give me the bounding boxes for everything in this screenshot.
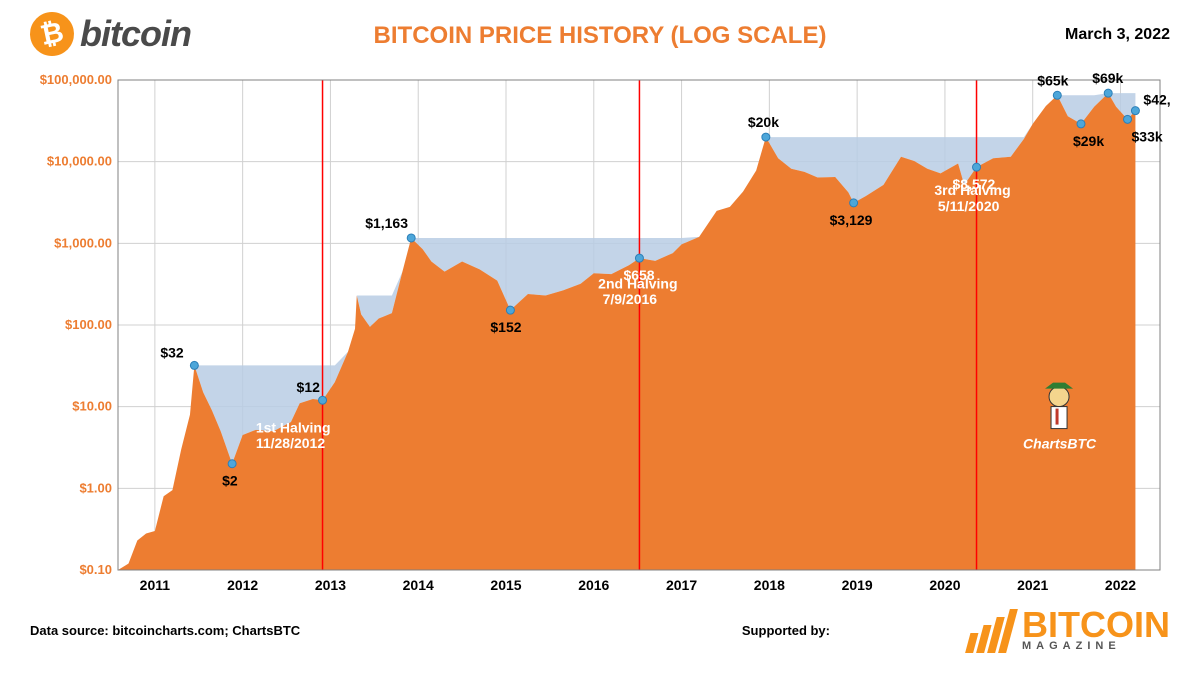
svg-text:2nd Halving: 2nd Halving <box>598 275 677 291</box>
svg-text:$10,000.00: $10,000.00 <box>47 154 112 169</box>
svg-text:$32: $32 <box>160 344 184 360</box>
chart-date: March 3, 2022 <box>1065 26 1170 44</box>
svg-text:1st Halving: 1st Halving <box>256 420 331 436</box>
svg-text:2014: 2014 <box>403 577 434 593</box>
svg-text:$29k: $29k <box>1073 133 1104 149</box>
chart-svg: $0.10 $1.00 $10.00 $100.00 $1,000.00 $10,000.… <box>30 70 1170 605</box>
svg-text:$1,163: $1,163 <box>365 215 408 231</box>
svg-text:$1,000.00: $1,000.00 <box>54 235 112 250</box>
svg-text:$152: $152 <box>490 319 521 335</box>
magazine-bars-icon <box>965 609 1018 653</box>
svg-text:$1.00: $1.00 <box>79 480 112 495</box>
svg-text:2015: 2015 <box>490 577 521 593</box>
header: ₿ bitcoin BITCOIN PRICE HISTORY (LOG SCA… <box>0 8 1200 58</box>
svg-text:2012: 2012 <box>227 577 258 593</box>
supported-by-label: Supported by: <box>742 623 830 638</box>
svg-text:$20k: $20k <box>748 114 779 130</box>
svg-text:2020: 2020 <box>929 577 960 593</box>
svg-text:$12: $12 <box>297 379 321 395</box>
svg-text:2011: 2011 <box>140 577 171 593</box>
svg-text:$33k: $33k <box>1132 128 1163 144</box>
svg-text:$65k: $65k <box>1037 72 1068 88</box>
svg-text:ChartsBTC: ChartsBTC <box>1023 436 1097 452</box>
svg-text:$100,000.00: $100,000.00 <box>40 72 112 87</box>
svg-text:$100.00: $100.00 <box>65 317 112 332</box>
svg-text:3rd Halving: 3rd Halving <box>934 182 1010 198</box>
svg-text:2018: 2018 <box>754 577 785 593</box>
svg-text:2017: 2017 <box>666 577 697 593</box>
svg-text:$10.00: $10.00 <box>72 399 112 414</box>
svg-text:11/28/2012: 11/28/2012 <box>256 435 326 451</box>
chart-title: BITCOIN PRICE HISTORY (LOG SCALE) <box>0 22 1200 50</box>
svg-text:7/9/2016: 7/9/2016 <box>603 291 658 307</box>
svg-text:$42,127: $42,127 <box>1143 92 1170 108</box>
svg-text:2013: 2013 <box>315 577 346 593</box>
svg-text:$0.10: $0.10 <box>79 562 112 577</box>
data-source-label: Data source: bitcoincharts.com; ChartsBT… <box>30 623 300 638</box>
svg-text:2022: 2022 <box>1105 577 1136 593</box>
svg-text:$2: $2 <box>222 473 238 489</box>
svg-text:$69k: $69k <box>1092 70 1123 86</box>
bitcoin-magazine-logo: BITCOIN MAGAZINE <box>971 609 1170 653</box>
svg-text:$3,129: $3,129 <box>830 212 873 228</box>
price-chart: $0.10 $1.00 $10.00 $100.00 $1,000.00 $10,000.… <box>30 70 1170 605</box>
svg-text:2021: 2021 <box>1017 577 1048 593</box>
footer: Data source: bitcoincharts.com; ChartsBT… <box>30 617 1170 667</box>
svg-text:5/11/2020: 5/11/2020 <box>938 198 1000 214</box>
magazine-text: BITCOIN <box>1022 611 1170 638</box>
svg-text:2019: 2019 <box>842 577 873 593</box>
svg-text:2016: 2016 <box>578 577 609 593</box>
